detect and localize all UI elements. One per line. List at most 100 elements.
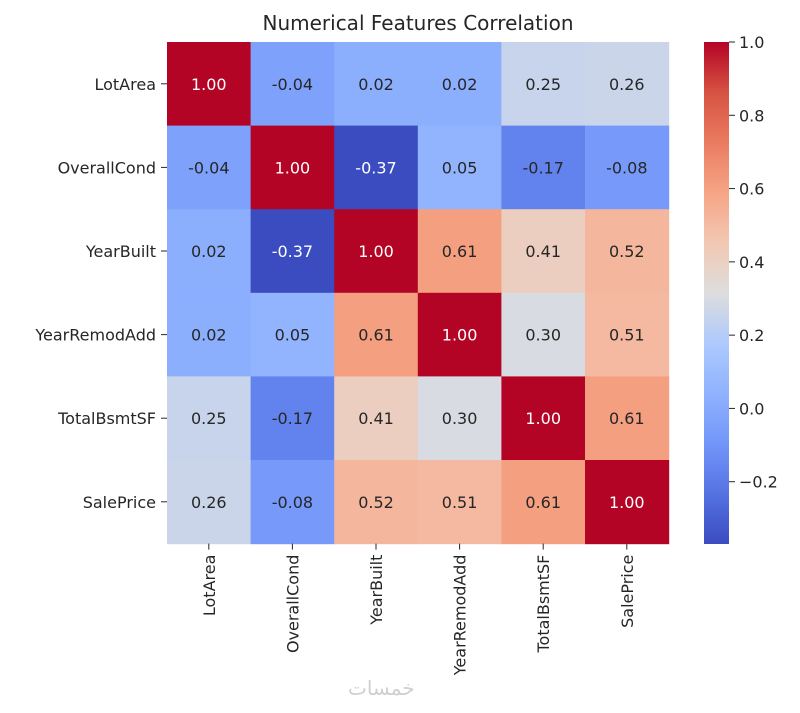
cell-value-label: 0.61 <box>442 242 478 261</box>
watermark: خمسات <box>348 676 415 700</box>
cell-value-label: 0.30 <box>442 409 478 428</box>
heatmap-cell <box>501 209 586 294</box>
heatmap-cell <box>250 460 335 545</box>
cell-value-label: 0.26 <box>609 75 645 94</box>
cell-value-label: -0.04 <box>272 75 313 94</box>
cell-value-label: -0.04 <box>188 158 229 177</box>
heatmap-cells <box>167 42 670 545</box>
heatmap-cell <box>250 125 335 210</box>
cell-value-label: -0.17 <box>272 409 313 428</box>
x-tick-label: YearBuilt <box>367 555 386 626</box>
heatmap-cell <box>250 42 335 127</box>
heatmap-cell <box>585 292 670 377</box>
cell-value-label: 0.51 <box>442 493 478 512</box>
heatmap-cell <box>334 125 419 210</box>
heatmap-cell <box>167 460 252 545</box>
cell-value-label: -0.17 <box>522 158 563 177</box>
x-tick-label: LotArea <box>200 555 219 617</box>
cell-value-label: 0.41 <box>358 409 394 428</box>
cell-value-label: 0.41 <box>525 242 561 261</box>
y-tick-label: TotalBsmtSF <box>57 409 156 428</box>
cell-value-label: 0.05 <box>275 326 311 345</box>
cell-value-label: 0.02 <box>191 242 227 261</box>
heatmap-cell <box>250 209 335 294</box>
heatmap-annotations: 1.00 -0.04 0.02 0.02 0.25 0.26 -0.04 1.00 -0.37 0… <box>188 75 647 512</box>
x-axis: LotArea OverallCond YearBuilt YearRemodAdd T… <box>200 543 637 677</box>
cell-value-label: 0.52 <box>609 242 645 261</box>
cell-value-label: 0.61 <box>525 493 561 512</box>
colorbar-tick-label: 1.0 <box>739 33 764 52</box>
y-tick-label: YearBuilt <box>85 242 156 261</box>
heatmap-cell <box>501 292 586 377</box>
cell-value-label: 0.26 <box>191 493 227 512</box>
heatmap-cell <box>250 376 335 461</box>
heatmap-cell <box>334 209 419 294</box>
cell-value-label: 1.00 <box>191 75 227 94</box>
colorbar-tick-label: 0.0 <box>739 399 764 418</box>
cell-value-label: 1.00 <box>358 242 394 261</box>
cell-value-label: 1.00 <box>442 326 478 345</box>
heatmap-cell <box>501 376 586 461</box>
y-axis: LotArea OverallCond YearBuilt YearRemodAdd T… <box>34 75 167 512</box>
heatmap-cell <box>334 292 419 377</box>
y-tick-label: OverallCond <box>58 158 156 177</box>
cell-value-label: -0.08 <box>272 493 313 512</box>
colorbar-tick-label: 0.8 <box>739 106 764 125</box>
heatmap-cell <box>501 42 586 127</box>
x-tick-label: OverallCond <box>283 555 302 653</box>
colorbar-tick-label: 0.6 <box>739 180 764 199</box>
cell-value-label: 1.00 <box>609 493 645 512</box>
cell-value-label: 0.02 <box>191 326 227 345</box>
y-tick-label: SalePrice <box>83 493 156 512</box>
cell-value-label: -0.37 <box>272 242 313 261</box>
heatmap-cell <box>167 125 252 210</box>
chart-title: Numerical Features Correlation <box>262 11 573 35</box>
heatmap-cell <box>334 42 419 127</box>
heatmap-cell <box>417 460 502 545</box>
heatmap-cell <box>167 376 252 461</box>
heatmap-cell <box>167 209 252 294</box>
cell-value-label: 0.61 <box>609 409 645 428</box>
heatmap-cell <box>585 376 670 461</box>
heatmap-cell <box>501 125 586 210</box>
cell-value-label: 0.02 <box>358 75 394 94</box>
heatmap-cell <box>417 292 502 377</box>
cell-value-label: 0.05 <box>442 158 478 177</box>
colorbar-tick-label: −0.2 <box>739 473 778 492</box>
cell-value-label: 0.51 <box>609 326 645 345</box>
heatmap-cell <box>250 292 335 377</box>
heatmap-cell <box>585 209 670 294</box>
heatmap-cell <box>417 125 502 210</box>
cell-value-label: 0.52 <box>358 493 394 512</box>
heatmap-cell <box>334 460 419 545</box>
cell-value-label: 1.00 <box>525 409 561 428</box>
cell-value-label: -0.37 <box>355 158 396 177</box>
colorbar-tick-label: 0.4 <box>739 253 764 272</box>
cell-value-label: 1.00 <box>275 158 311 177</box>
cell-value-label: 0.61 <box>358 326 394 345</box>
heatmap-cell <box>585 42 670 127</box>
heatmap-cell <box>167 292 252 377</box>
heatmap-cell <box>167 42 252 127</box>
colorbar-tick-label: 0.2 <box>739 326 764 345</box>
cell-value-label: 0.30 <box>525 326 561 345</box>
y-tick-label: YearRemodAdd <box>34 326 156 345</box>
x-tick-label: SalePrice <box>618 555 637 628</box>
heatmap-cell <box>417 209 502 294</box>
cell-value-label: 0.02 <box>442 75 478 94</box>
cell-value-label: 0.25 <box>191 409 227 428</box>
colorbar: −0.2 0.0 0.2 0.4 0.6 0.8 1.0 <box>704 33 778 544</box>
cell-value-label: 0.25 <box>525 75 561 94</box>
y-tick-label: LotArea <box>94 75 156 94</box>
x-tick-label: YearRemodAdd <box>451 555 470 677</box>
heatmap-cell <box>417 42 502 127</box>
heatmap-cell <box>417 376 502 461</box>
heatmap-cell <box>334 376 419 461</box>
heatmap-cell <box>585 125 670 210</box>
cell-value-label: -0.08 <box>606 158 647 177</box>
x-tick-label: TotalBsmtSF <box>534 555 553 654</box>
heatmap-cell <box>501 460 586 545</box>
heatmap-cell <box>585 460 670 545</box>
colorbar-gradient <box>704 42 729 544</box>
